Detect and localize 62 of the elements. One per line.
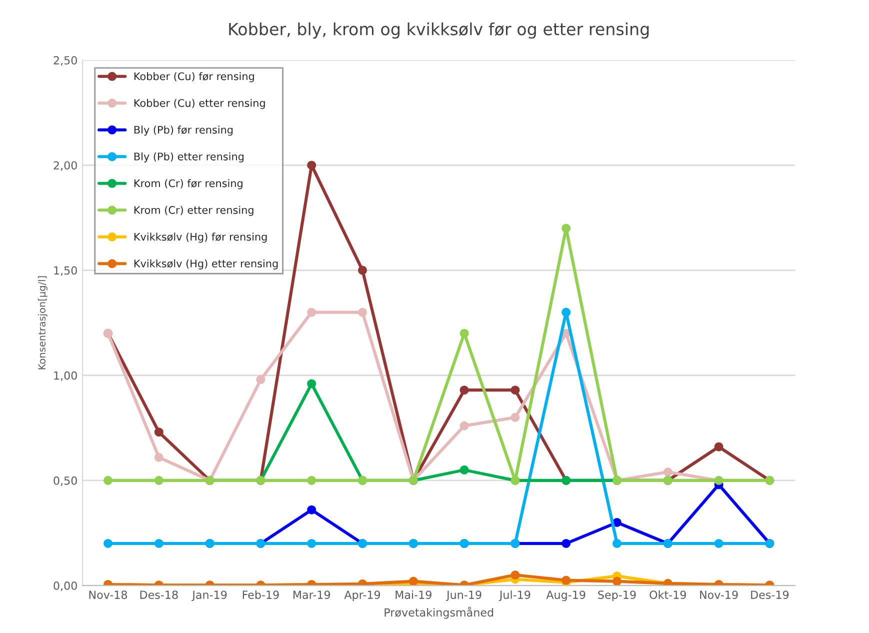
x-tick-label: Jul-19 (498, 590, 530, 602)
point (154, 452, 164, 462)
point (460, 465, 469, 474)
y-tick-label: 1,00 (54, 371, 77, 381)
point (358, 308, 368, 317)
point (510, 386, 520, 395)
point (612, 576, 622, 586)
point (460, 386, 469, 395)
point (307, 308, 316, 317)
x-tick-label: Des-18 (140, 590, 178, 599)
point (460, 421, 469, 430)
legend-label: Krom (Cr) etter rensing (134, 206, 254, 216)
y-tick-label: 2,50 (54, 56, 77, 66)
legend-label: Kobber (Cu) før rensing (134, 72, 254, 82)
point (307, 538, 316, 548)
legend-label: Kvikksølv (Hg) før rensing (134, 232, 267, 243)
point (154, 428, 164, 437)
point (510, 412, 520, 422)
y-tick-label: 1,50 (54, 266, 77, 276)
point (562, 308, 571, 317)
point (714, 538, 724, 548)
x-tick-label: Feb-19 (242, 590, 279, 599)
point (460, 328, 469, 338)
x-tick-label: Des-19 (751, 590, 789, 599)
point (103, 476, 113, 485)
point (612, 538, 622, 548)
point (256, 375, 266, 384)
point (154, 476, 164, 485)
point (510, 570, 520, 580)
x-tick-label: Jun-19 (446, 590, 482, 602)
x-tick-label: Nov-19 (700, 590, 738, 599)
point (562, 538, 571, 548)
point (714, 442, 724, 452)
x-tick-label: Aug-19 (546, 590, 586, 602)
legend-label: Kobber (Cu) etter rensing (134, 98, 265, 109)
x-tick-label: Okt-19 (650, 590, 686, 599)
x-tick-label: Nov-18 (89, 590, 128, 599)
x-tick-label: Mar-19 (293, 590, 330, 599)
y-tick-label: 0,50 (54, 476, 77, 486)
legend-label: Kvikksølv (Hg) etter rensing (134, 259, 278, 270)
y-tick-label: 0,00 (54, 582, 77, 592)
y-tick-label: 2,00 (54, 161, 77, 171)
point (307, 379, 316, 388)
point (307, 505, 316, 514)
point (154, 538, 164, 548)
chart-title: Kobber, bly, krom og kvikksølv før og etter rensing (229, 22, 649, 39)
legend-label: Bly (Pb) etter rensing (134, 152, 244, 162)
point (612, 518, 622, 527)
legend-label: Krom (Cr) før rensing (134, 179, 242, 190)
point (358, 266, 368, 275)
x-tick-label: Jan-19 (192, 590, 227, 602)
x-tick-label: Apr-19 (344, 590, 380, 602)
x-axis-title: Prøvetakingsmåned (384, 606, 494, 619)
x-tick-label: Mai-19 (396, 590, 432, 599)
point (562, 224, 571, 233)
point (307, 476, 316, 485)
point (103, 538, 113, 548)
point (307, 160, 316, 170)
legend-label: Bly (Pb) før rensing (134, 126, 233, 136)
x-tick-label: Sep-19 (598, 590, 636, 602)
y-axis-title: Konsentrasjon[µg/l] (38, 276, 48, 370)
point (663, 468, 672, 477)
